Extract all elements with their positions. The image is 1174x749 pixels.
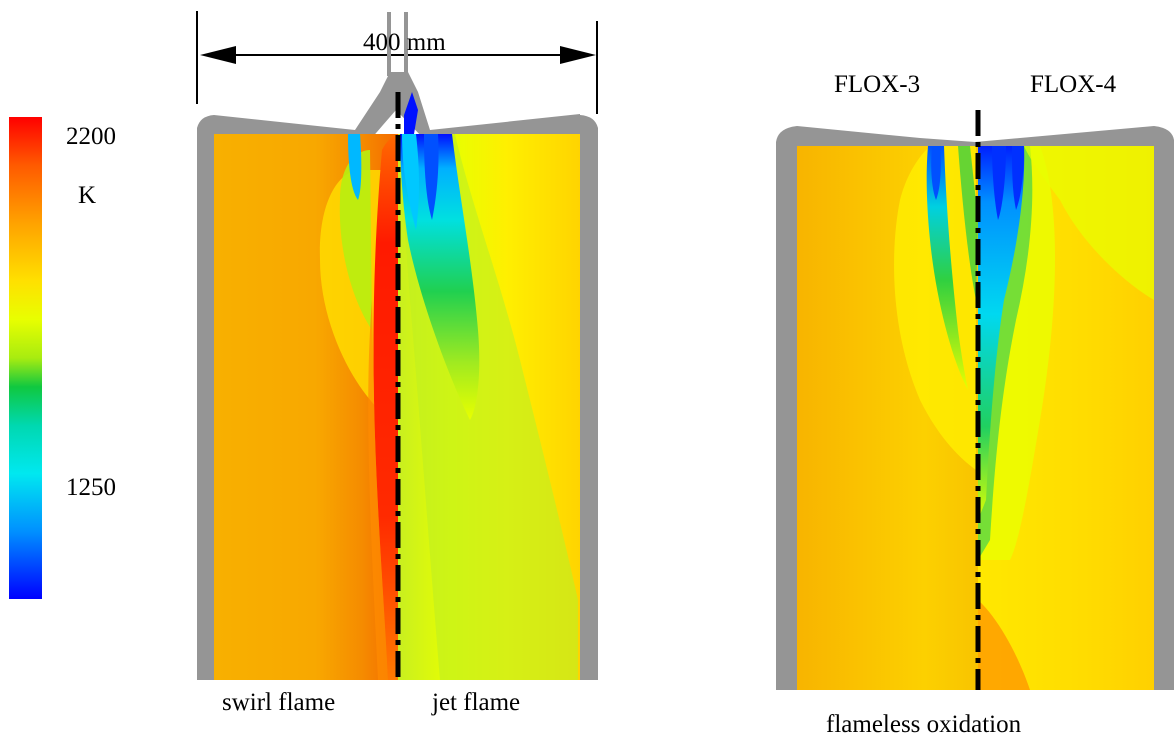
jet-inlet-blue-2 [404,92,418,134]
flox-top-wall [797,126,1154,146]
flox-bottom-hot [978,600,1030,690]
nozzle-tube-right [404,12,408,76]
dimension-arrow-left [200,46,236,64]
flox3-plume-yellow [894,146,976,470]
flox3-wedge [958,146,978,300]
caption-swirl-flame: swirl flame [222,689,336,716]
flox-wall-right [1154,126,1174,690]
flox4-near-wall [1024,146,1154,300]
nozzle-tube-left [387,12,391,76]
caption-flox3: FLOX-3 [834,71,921,98]
dimension-arrow-right [560,46,596,64]
flox4-plume-cyan [978,146,1025,520]
swirl-inlet-jet [348,134,362,200]
caption-flox4: FLOX-4 [1030,71,1117,98]
jet-inlet-blue-1 [424,134,439,220]
flox4-inlet-2 [1012,146,1024,210]
swirl-green-zone [339,150,372,330]
caption-flameless-oxidation: flameless oxidation [826,711,1022,738]
dimension-label: 400 mm [363,29,446,56]
flox3-inlet [931,146,941,200]
colorbar-mid-label: 1250 [66,474,116,501]
flox-wall-left [776,126,797,690]
flox4-inlet-1 [992,146,1006,220]
swirl-hot-outer [368,300,388,680]
colorbar-max-label: 2200 [66,123,116,150]
chamber-wall-left [197,115,214,680]
colorbar-unit-label: K [78,182,97,209]
swirl-hot-core [373,134,398,680]
flox3-plume-green [926,146,968,390]
jet-inlet-cyan [402,134,419,230]
chamber-wall-right [580,115,598,680]
right-domain [776,110,1174,690]
jet-plume-green [400,134,480,420]
colorbar [9,117,42,599]
caption-jet-flame: jet flame [432,689,521,716]
left-domain [196,11,598,680]
